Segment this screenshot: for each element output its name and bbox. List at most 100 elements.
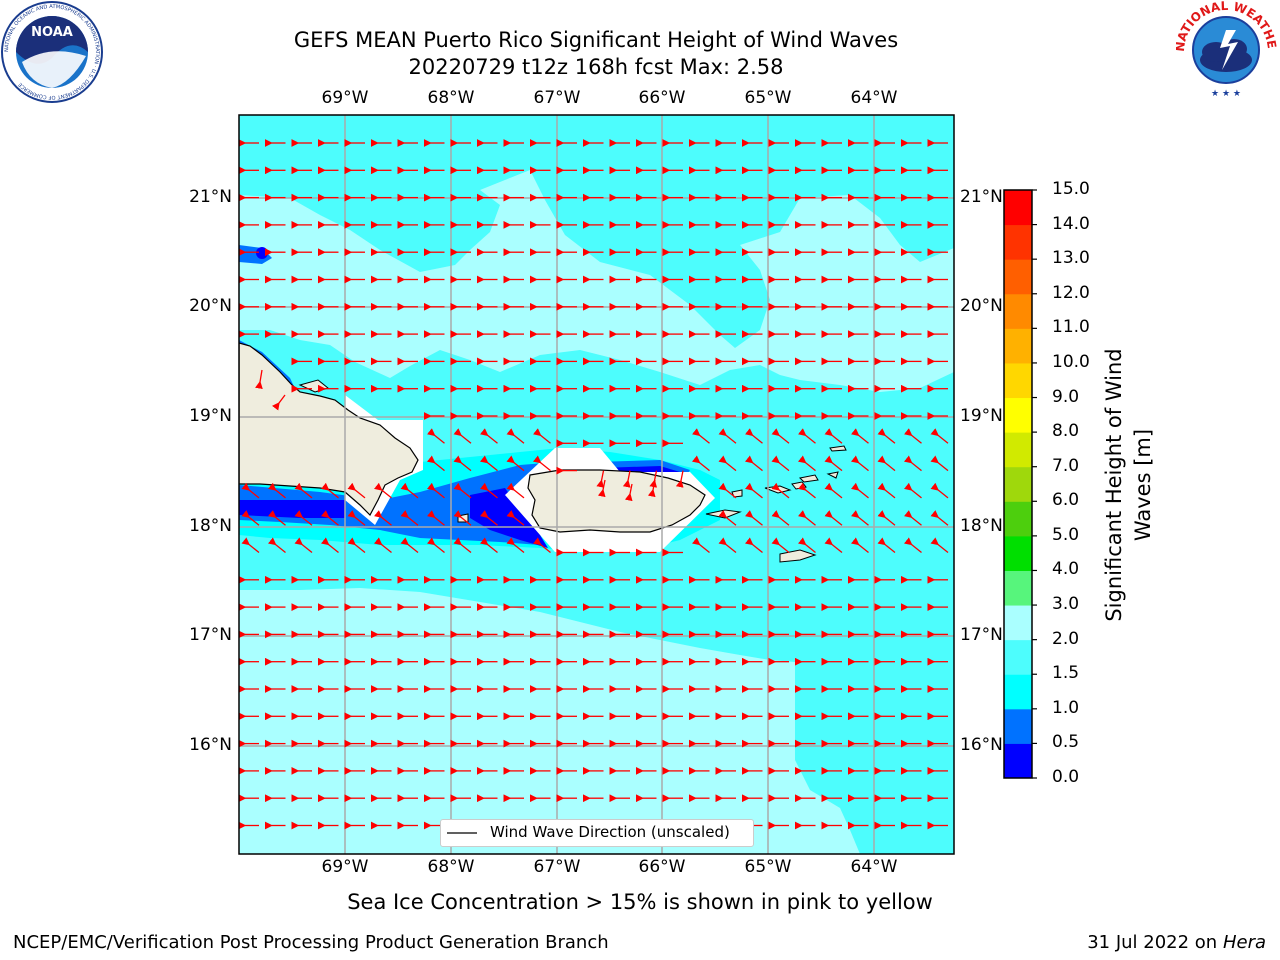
wave-direction-arrow — [903, 428, 922, 444]
colorbar-tick-label: 3.0 — [1052, 594, 1080, 615]
wave-direction-arrow — [320, 482, 339, 499]
wave-direction-arrow — [691, 428, 710, 444]
wave-direction-arrow — [903, 510, 922, 526]
wave-direction-arrow — [426, 482, 445, 499]
colorbar-segment — [1004, 328, 1032, 364]
wave-direction-arrow — [347, 510, 366, 526]
wave-direction-arrow — [453, 482, 472, 499]
colorbar-segment — [1004, 259, 1032, 295]
lat-label-left: 21°N — [189, 187, 232, 207]
map-title-line2: 20220729 t12z 168h fcst Max: 2.58 — [408, 55, 784, 79]
wave-direction-arrow — [771, 455, 790, 472]
noaa-logo: NOAA NATIONAL OCEANIC AND ATMOSPHERIC AD… — [1, 1, 103, 103]
footer-branch: NCEP/EMC/Verification Post Processing Pr… — [13, 932, 609, 953]
colorbar-segment — [1004, 535, 1032, 571]
wave-direction-arrow — [850, 537, 869, 554]
colorbar-segment — [1004, 501, 1032, 537]
wave-direction-arrow — [294, 482, 313, 499]
wave-direction-arrow — [744, 428, 763, 444]
colorbar-segment — [1004, 743, 1032, 779]
wave-direction-arrow — [877, 510, 896, 526]
wave-direction-arrow — [241, 510, 260, 526]
wave-direction-arrow — [400, 537, 419, 554]
wave-direction-arrow — [797, 510, 816, 526]
lat-label-right: 16°N — [960, 735, 1002, 755]
map-frame — [238, 114, 955, 855]
wave-direction-arrow — [532, 428, 551, 444]
wave-direction-arrow — [506, 455, 525, 472]
wave-direction-arrow — [718, 482, 737, 499]
lon-label-top: 66°W — [638, 88, 686, 108]
colorbar-tick-label: 1.0 — [1052, 697, 1080, 718]
wave-contour-0.5-1 — [239, 463, 545, 545]
wave-direction-arrow — [744, 455, 763, 472]
lat-label-left: 20°N — [189, 296, 232, 316]
wave-direction-arrow — [506, 428, 525, 444]
wave-direction-arrow — [479, 537, 498, 554]
wave-direction-arrow — [479, 455, 498, 472]
wave-direction-arrow — [877, 455, 896, 472]
wave-direction-arrow — [903, 455, 922, 472]
wave-direction-arrow — [824, 455, 843, 472]
colorbar-tick-label: 10.0 — [1052, 351, 1090, 372]
land-st-croix — [779, 549, 817, 563]
map-legend: Wind Wave Direction (unscaled) — [440, 819, 754, 847]
wave-direction-arrow — [675, 470, 684, 488]
wave-direction-arrow — [426, 510, 445, 526]
wave-direction-arrow — [453, 537, 472, 554]
wave-direction-arrow — [797, 428, 816, 444]
wave-direction-arrow — [320, 537, 339, 554]
lat-label-right: 17°N — [960, 625, 1002, 645]
wave-direction-arrow — [850, 510, 869, 526]
wave-direction-arrow — [597, 479, 606, 498]
sea-ice-note: Sea Ice Concentration > 15% is shown in … — [347, 890, 933, 914]
colorbar-tick-label: 9.0 — [1052, 386, 1080, 407]
wave-direction-arrow — [347, 537, 366, 554]
wave-direction-arrow — [506, 537, 525, 554]
colorbar-tick-label: 6.0 — [1052, 490, 1080, 511]
wave-direction-arrow — [850, 455, 869, 472]
lon-label-top: 65°W — [744, 88, 792, 108]
wave-direction-arrow — [647, 479, 656, 498]
footer-date: 31 Jul 2022 on Hera — [1087, 932, 1266, 953]
wave-direction-arrow — [271, 394, 286, 411]
wave-direction-arrow — [850, 482, 869, 499]
colorbar-segment — [1004, 362, 1032, 399]
land-puerto-rico — [527, 469, 706, 533]
wave-direction-arrow — [797, 455, 816, 472]
wave-direction-arrow — [241, 482, 260, 499]
wave-direction-arrow — [797, 482, 816, 499]
wave-direction-arrow — [267, 510, 286, 526]
wave-direction-arrow — [771, 510, 790, 526]
wave-direction-arrow — [241, 537, 260, 554]
colorbar-segment — [1004, 293, 1032, 329]
wave-direction-arrow — [718, 455, 737, 472]
wave-direction-arrow — [744, 537, 763, 554]
lon-label-top: 68°W — [427, 88, 475, 108]
colorbar-tick-label: 8.0 — [1052, 421, 1080, 442]
wave-direction-arrow — [930, 510, 949, 526]
lon-label-bottom: 67°W — [533, 857, 581, 877]
colorbar-tick-label: 11.0 — [1052, 317, 1090, 338]
wave-direction-arrow — [691, 537, 710, 554]
wave-direction-arrow — [453, 510, 472, 526]
map-title-line1: GEFS MEAN Puerto Rico Significant Height… — [293, 28, 899, 52]
wave-direction-arrow — [426, 537, 445, 554]
colorbar-label-line1: Significant Height of Wind — [1102, 348, 1126, 622]
colorbar-segment — [1004, 570, 1032, 606]
wave-direction-arrow — [267, 537, 286, 554]
wave-direction-arrow — [649, 470, 658, 488]
colorbar-frame — [1003, 189, 1033, 779]
wave-direction-arrow — [797, 537, 816, 554]
lat-label-left: 18°N — [189, 516, 232, 536]
colorbar-segment — [1004, 397, 1032, 433]
wave-direction-arrow — [596, 470, 605, 488]
wave-direction-arrow — [824, 482, 843, 499]
wave-direction-arrow — [373, 537, 392, 554]
wave-direction-arrow — [347, 482, 366, 499]
lat-label-left: 19°N — [189, 406, 232, 426]
wave-direction-arrow — [426, 455, 445, 472]
colorbar — [1003, 189, 1037, 779]
colorbar-tick-label: 1.5 — [1052, 663, 1080, 684]
wave-contour-0-0.5 — [239, 500, 345, 518]
